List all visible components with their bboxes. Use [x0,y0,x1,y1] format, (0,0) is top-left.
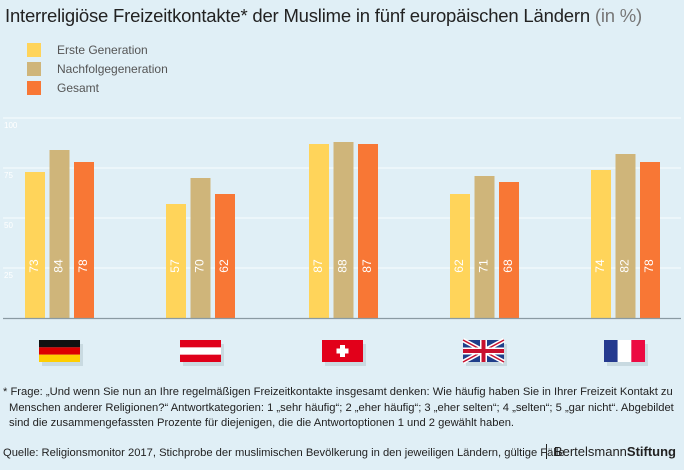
data-label: 74 [593,259,607,273]
legend-label: Gesamt [57,80,100,95]
title-unit: (in %) [594,5,642,26]
legend-swatch [27,80,41,95]
data-label: 82 [618,259,632,273]
legend-item: Gesamt [27,78,168,97]
bar-chart: 25 50 75 100 73 84 78 57 70 62 87 88 87 62 71 68 74 82 78 [3,117,681,366]
data-label: 84 [52,259,66,273]
data-label: 87 [360,259,374,273]
data-label: 70 [193,259,207,273]
legend-swatch [27,42,41,57]
legend-label: Nachfolgegeneration [57,61,168,76]
brand-bold: Stiftung [626,444,676,459]
bar [615,154,636,318]
flag-france-icon [604,340,648,366]
y-tick-label: 50 [4,221,13,230]
data-label: 62 [217,259,231,273]
data-label: 68 [501,259,515,273]
chart-title: Interreligiöse Freizeitkontakte* der Mus… [5,5,642,27]
flag-switzerland-icon [322,340,366,366]
data-label: 87 [311,259,325,273]
data-label: 62 [452,259,466,273]
footnote: * Frage: „Und wenn Sie nun an Ihre regel… [3,385,683,432]
legend-item: Erste Generation [27,40,168,59]
bar [215,194,235,318]
data-label: 88 [336,259,350,273]
bar [640,162,660,318]
y-tick-label: 100 [4,121,18,130]
bar [450,194,470,318]
source-text: Quelle: Religionsmonitor 2017, Stichprob… [3,447,565,459]
y-tick-label: 25 [4,271,13,280]
bar [49,150,70,318]
y-tick-label: 75 [4,171,13,180]
data-label: 78 [76,259,90,273]
bar [474,176,495,318]
flag-germany-icon [39,340,83,366]
bar [309,144,329,318]
bar [358,144,378,318]
data-label: 78 [642,259,656,273]
data-label: 57 [168,259,182,273]
flag-austria-icon [180,340,224,366]
legend-label: Erste Generation [57,42,148,57]
footnote-text: * Frage: „Und wenn Sie nun an Ihre regel… [3,386,674,429]
data-label: 71 [477,259,491,273]
legend-item: Nachfolgegeneration [27,59,168,78]
brand-light: Bertelsmann [553,444,627,459]
bar [74,162,94,318]
legend-swatch [27,61,41,76]
bar [166,204,186,318]
bar [499,182,519,318]
brand-logo: BertelsmannStiftung [545,444,676,459]
legend: Erste Generation Nachfolgegeneration Ges… [27,40,168,97]
data-label: 73 [27,259,41,273]
bar [333,142,354,318]
title-text: Interreligiöse Freizeitkontakte* der Mus… [5,5,590,26]
bar [190,178,211,318]
bar [25,172,45,318]
flag-uk-icon [461,338,507,366]
bar [591,170,611,318]
